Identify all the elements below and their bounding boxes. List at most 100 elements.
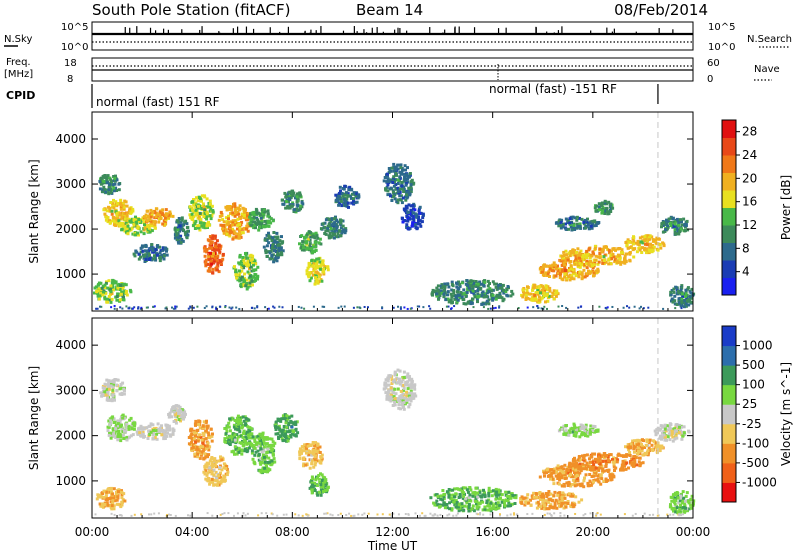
echo-cell <box>100 394 104 398</box>
echo-cell <box>191 224 195 228</box>
echo-cell <box>274 432 278 436</box>
echo-cell <box>482 295 486 299</box>
echo-cell <box>148 230 152 234</box>
echo-cell <box>302 248 306 252</box>
echo-cell <box>311 441 315 444</box>
echo-region <box>262 231 285 264</box>
echo-cell <box>466 284 470 287</box>
echo-cell <box>190 432 194 436</box>
echo-cell <box>242 266 246 270</box>
echo-cell <box>483 279 487 283</box>
echo-region <box>135 422 176 441</box>
echo-cell <box>228 205 232 208</box>
echo-cell <box>444 298 448 302</box>
echo-cell <box>637 246 641 250</box>
echo-cell <box>216 254 220 258</box>
echo-cell <box>397 191 401 195</box>
echo-cell <box>266 209 270 213</box>
echo-cell <box>127 217 131 221</box>
echo-cell <box>458 282 462 286</box>
echo-cell <box>103 283 107 287</box>
echo-cell <box>407 211 410 214</box>
echo-cell <box>531 298 535 302</box>
echo-cell <box>231 440 235 444</box>
echo-cell <box>204 264 208 268</box>
echo-cell <box>188 205 192 209</box>
echo-cell <box>167 424 171 428</box>
echo-cell <box>265 454 268 458</box>
echo-cell <box>210 456 214 459</box>
echo-cell <box>483 280 487 284</box>
echo-cell <box>99 291 103 295</box>
echo-cell <box>611 206 615 210</box>
echo-cell <box>131 207 135 211</box>
echo-cell <box>178 227 182 231</box>
echo-cell <box>540 291 544 295</box>
echo-cell <box>400 396 404 400</box>
beam-title: Beam 14 <box>356 1 423 19</box>
ground-scatter-strip <box>95 305 683 310</box>
echo-cell <box>115 189 118 192</box>
echo-cell <box>575 215 579 219</box>
echo-cell <box>238 255 242 259</box>
echo-cell <box>208 435 212 439</box>
echo-cell <box>323 221 327 225</box>
echo-cell <box>575 250 578 254</box>
echo-region <box>232 251 260 291</box>
echo-cell <box>115 214 119 218</box>
echo-cell <box>326 227 330 231</box>
echo-cell <box>112 432 116 436</box>
echo-cell <box>135 430 139 434</box>
echo-cell <box>244 422 248 426</box>
echo-cell <box>136 432 140 436</box>
echo-cell <box>584 218 587 222</box>
echo-cell <box>392 175 396 179</box>
echo-cell <box>231 237 235 241</box>
echo-cell <box>252 210 256 214</box>
echo-cell <box>429 307 432 310</box>
echo-cell <box>205 444 209 448</box>
echo-cell <box>304 463 308 467</box>
echo-cell <box>338 229 342 233</box>
echo-cell <box>146 228 150 232</box>
colorbar-swatch <box>722 225 736 243</box>
echo-cell <box>103 188 107 192</box>
echo-cell <box>258 461 262 465</box>
echo-cell <box>120 490 124 494</box>
echo-cell <box>115 492 119 495</box>
echo-cell <box>410 377 414 381</box>
echo-cell <box>207 262 210 266</box>
echo-cell <box>119 221 123 225</box>
echo-cell <box>623 261 627 265</box>
echo-cell <box>321 222 325 226</box>
echo-cell <box>128 418 132 422</box>
freq-label: Freq. <box>6 57 31 68</box>
echo-cell <box>219 210 223 214</box>
echo-cell <box>281 414 285 418</box>
echo-cell <box>150 229 154 233</box>
echo-cell <box>132 252 136 256</box>
echo-cell <box>249 218 253 222</box>
echo-cell <box>105 398 109 402</box>
echo-cell <box>522 290 525 294</box>
echo-cell <box>439 284 443 288</box>
echo-cell <box>203 466 207 470</box>
echo-cell <box>202 215 206 219</box>
echo-cell <box>554 274 558 278</box>
echo-cell <box>462 298 466 302</box>
echo-cell <box>405 196 409 200</box>
echo-cell <box>250 220 254 224</box>
echo-cell <box>177 412 180 415</box>
echo-cell <box>670 289 674 292</box>
echo-cell <box>323 478 327 482</box>
echo-cell <box>383 176 387 179</box>
echo-cell <box>236 223 240 227</box>
echo-cell <box>199 218 203 222</box>
echo-cell <box>594 209 598 213</box>
echo-cell <box>673 222 677 226</box>
echo-cell <box>620 248 624 252</box>
echo-cell <box>521 288 525 292</box>
echo-cell <box>417 215 420 219</box>
echo-cell <box>581 255 585 258</box>
echo-cell <box>576 265 580 269</box>
